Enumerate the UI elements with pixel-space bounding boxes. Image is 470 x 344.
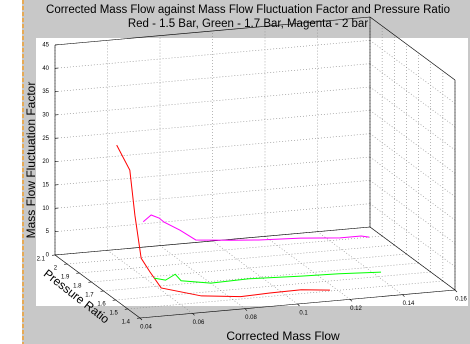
x-tick: [139, 317, 143, 321]
data-line: [116, 144, 330, 298]
chart-title: Corrected Mass Flow against Mass Flow Fl…: [46, 4, 450, 16]
x-tick-label: 0.06: [193, 320, 205, 326]
z-tick-label: 25: [42, 136, 49, 142]
x-tick-label: 0.08: [245, 315, 257, 321]
x-axis-label: Corrected Mass Flow: [226, 329, 340, 343]
z-tick-label: 15: [42, 183, 49, 189]
x-tick-label: 0.16: [455, 297, 467, 303]
axes-edge: [369, 16, 456, 81]
x-tick: [402, 294, 405, 297]
axes-edge: [54, 254, 141, 319]
z-tick-label: 35: [42, 89, 49, 95]
z-tick-label: 30: [42, 113, 49, 119]
z-axis-label: Mass Flow Fluctuation Factor: [24, 82, 38, 239]
y-tick-label: 1.9: [61, 275, 70, 281]
z-tick-label: 20: [42, 159, 49, 165]
y-tick-label: 1.4: [122, 320, 131, 326]
y-tick-label: 1.6: [97, 302, 106, 308]
x-tick-label: 0.04: [140, 325, 152, 331]
y-tick-label: 2.1: [37, 257, 46, 263]
z-tick-label: 40: [42, 66, 49, 72]
x-tick: [454, 289, 458, 293]
z-tick-label: 45: [42, 43, 49, 49]
x-tick: [244, 308, 248, 311]
y-tick-label: 1.7: [85, 293, 94, 299]
data-line: [153, 271, 382, 284]
y-tick-label: 2: [54, 266, 58, 272]
x-tick-label: 0.14: [403, 301, 415, 307]
x-tick: [297, 303, 300, 307]
axes-edge: [369, 226, 456, 291]
data-line: [142, 214, 370, 241]
x-tick: [349, 299, 353, 302]
x-tick-label: 0.12: [350, 306, 362, 312]
y-tick-label: 1.8: [73, 284, 82, 290]
axes-background: [36, 38, 468, 306]
x-tick: [192, 313, 195, 316]
axes-edge: [54, 226, 371, 256]
axes-edge: [54, 16, 371, 46]
z-tick-label: 10: [42, 206, 49, 212]
z-tick-label: 0: [46, 253, 50, 259]
x-tick-label: 0.1: [299, 311, 308, 317]
y-tick-label: 1.5: [110, 311, 119, 317]
chart-subtitle: Red - 1.5 Bar, Green - 1.7 Bar, Magenta …: [128, 18, 369, 30]
z-tick-label: 5: [46, 229, 50, 235]
